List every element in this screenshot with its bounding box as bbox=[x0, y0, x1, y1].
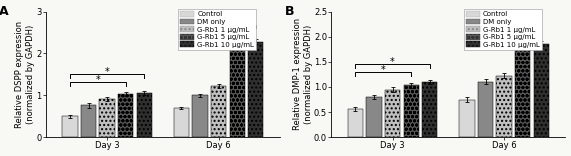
Bar bbox=[211, 86, 226, 137]
Bar bbox=[136, 93, 152, 137]
Text: *: * bbox=[216, 17, 221, 27]
Bar bbox=[367, 97, 382, 137]
Bar bbox=[248, 42, 263, 137]
Bar bbox=[62, 116, 78, 137]
Text: *: * bbox=[390, 57, 395, 67]
Bar bbox=[422, 82, 437, 137]
Bar bbox=[533, 44, 549, 137]
Bar bbox=[192, 95, 208, 137]
Bar bbox=[385, 90, 400, 137]
Bar bbox=[348, 109, 363, 137]
Text: *: * bbox=[104, 67, 110, 77]
Text: *: * bbox=[95, 75, 100, 85]
Bar bbox=[478, 82, 493, 137]
Text: *: * bbox=[381, 65, 385, 75]
Y-axis label: Relative DMP-1 expression
(normalized by GAPDH): Relative DMP-1 expression (normalized by… bbox=[293, 18, 312, 130]
Text: *: * bbox=[492, 24, 497, 35]
Text: *: * bbox=[207, 25, 212, 35]
Bar bbox=[81, 105, 96, 137]
Bar bbox=[404, 85, 419, 137]
Bar bbox=[515, 46, 530, 137]
Bar bbox=[99, 99, 115, 137]
Text: A: A bbox=[0, 5, 9, 18]
Bar bbox=[459, 100, 475, 137]
Bar bbox=[230, 46, 245, 137]
Bar bbox=[496, 76, 512, 137]
Bar bbox=[118, 94, 134, 137]
Y-axis label: Relative DSPP expression
(normalized by GAPDH): Relative DSPP expression (normalized by … bbox=[15, 21, 35, 128]
Text: *: * bbox=[502, 17, 506, 27]
Legend: Control, DM only, G-Rb1 1 μg/mL, G-Rb1 5 μg/mL, G-Rb1 10 μg/mL: Control, DM only, G-Rb1 1 μg/mL, G-Rb1 5… bbox=[464, 9, 542, 50]
Legend: Control, DM only, G-Rb1 1 μg/mL, G-Rb1 5 μg/mL, G-Rb1 10 μg/mL: Control, DM only, G-Rb1 1 μg/mL, G-Rb1 5… bbox=[178, 9, 256, 50]
Bar bbox=[174, 108, 189, 137]
Text: B: B bbox=[284, 5, 294, 18]
